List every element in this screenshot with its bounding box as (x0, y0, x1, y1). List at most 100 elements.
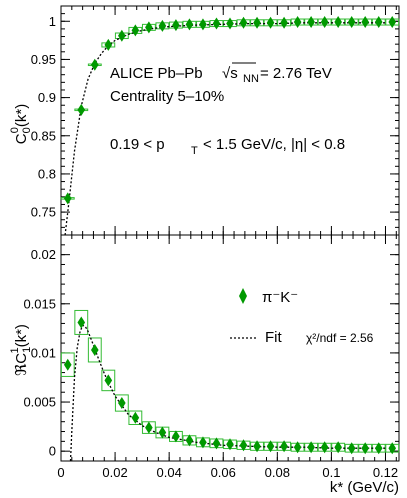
data-point (374, 16, 383, 29)
annot-alice: ALICE Pb–Pb (110, 65, 203, 82)
data-point (118, 29, 126, 42)
syst-box (60, 352, 75, 377)
syst-box (87, 337, 102, 363)
data-point (77, 103, 86, 116)
y-tick-label: 0.01 (31, 345, 56, 360)
data-point (158, 426, 167, 439)
data-point (104, 374, 113, 387)
top-panel-frame (60, 5, 400, 236)
legend-label-pik: π⁻K⁻ (262, 289, 298, 306)
data-point (253, 440, 261, 453)
data-point (131, 411, 140, 424)
bottom-fit-curve (69, 324, 386, 462)
data-point (185, 434, 194, 447)
bottom-panel: 0 0.005 0.01 0.015 0.02 0 0.02 0.04 0.06 0.08 0.1… (9, 234, 400, 496)
syst-box (101, 369, 116, 392)
top-data-points (63, 16, 397, 205)
data-point (280, 16, 288, 29)
x-tick-label: 0.04 (157, 465, 182, 480)
data-point (388, 16, 397, 29)
data-point (307, 16, 315, 29)
data-point (212, 17, 221, 30)
annot-centrality: Centrality 5–10% (110, 88, 224, 105)
data-point (131, 24, 140, 37)
data-point (266, 440, 275, 453)
data-point (63, 358, 72, 371)
data-point (172, 430, 180, 443)
data-point (63, 192, 72, 205)
y-tick-label: 0.75 (31, 205, 56, 220)
x-tick-label: 0.08 (265, 465, 290, 480)
data-point (91, 58, 99, 71)
data-point (293, 16, 302, 29)
data-point (172, 19, 180, 32)
data-point (347, 16, 356, 29)
data-point (104, 38, 113, 51)
data-point (145, 21, 153, 34)
annot-eta: < 1.5 GeV/c, |η| < 0.8 (203, 136, 345, 153)
data-point (293, 441, 302, 454)
annot-nn: NN (243, 73, 259, 85)
data-point (253, 16, 261, 29)
x-tick-label: 0.06 (211, 465, 236, 480)
legend-chi2: χ²/ndf = 2.56 (306, 331, 374, 345)
bottom-panel-frame (60, 234, 400, 462)
x-tick-label: 0.1 (322, 465, 340, 480)
bottom-y-axis-title: ℜC11(k*) (9, 324, 33, 376)
y-tick-label: 0.8 (38, 166, 56, 181)
data-point (239, 439, 248, 452)
data-point (199, 18, 207, 31)
y-tick-label: 0.015 (23, 296, 56, 311)
legend-marker-diamond (239, 288, 247, 304)
y-tick-label: 0 (49, 444, 56, 459)
bottom-x-axis: 0 0.02 0.04 0.06 0.08 0.1 0.12 (57, 235, 398, 480)
x-axis-title: k* (GeV/c) (330, 479, 399, 496)
legend-label-fit: Fit (265, 329, 282, 346)
data-point (145, 421, 153, 434)
data-point (239, 16, 248, 29)
data-point (91, 343, 99, 356)
data-point (361, 16, 369, 29)
y-tick-label: 1 (49, 14, 56, 29)
y-tick-label: 0.02 (31, 247, 56, 262)
y-tick-label: 0.95 (31, 52, 56, 67)
annot-sqrt: √s (222, 65, 238, 82)
top-x-axis (60, 6, 397, 235)
top-syst-boxes (60, 18, 400, 200)
data-point (212, 437, 221, 450)
data-point (374, 442, 383, 455)
top-y-axis-title: C00(k*) (9, 104, 33, 144)
bottom-data-points (63, 316, 397, 455)
annot-pt-range: 0.19 < p (110, 136, 165, 153)
y-tick-label: 0.005 (23, 395, 56, 410)
y-tick-label: 0.9 (38, 90, 56, 105)
syst-box (114, 394, 129, 412)
data-point (334, 16, 342, 29)
x-tick-label: 0 (57, 465, 64, 480)
data-point (118, 397, 126, 410)
data-point (334, 441, 342, 454)
y-tick-label: 0.85 (31, 128, 56, 143)
data-point (361, 442, 369, 455)
top-panel: 0.75 0.8 0.85 0.9 0.95 1 ALICE Pb–Pb √s NN = … (9, 5, 400, 236)
x-tick-label: 0.12 (373, 465, 398, 480)
x-tick-label: 0.02 (102, 465, 127, 480)
data-point (266, 16, 275, 29)
data-point (77, 316, 86, 329)
syst-box (74, 309, 89, 335)
data-point (388, 442, 397, 455)
data-point (226, 438, 234, 451)
top-y-axis: 0.75 0.8 0.85 0.9 0.95 1 (31, 5, 399, 236)
data-point (280, 440, 288, 453)
top-fit-curve (64, 22, 386, 236)
data-point (226, 17, 234, 30)
annot-energy: = 2.76 TeV (260, 65, 332, 82)
bottom-y-axis: 0 0.005 0.01 0.015 0.02 (23, 234, 399, 462)
syst-box (128, 410, 143, 426)
annot-t-sub: T (191, 145, 198, 157)
data-point (158, 19, 167, 32)
data-point (185, 18, 194, 31)
data-point (320, 16, 329, 29)
data-point (307, 441, 315, 454)
